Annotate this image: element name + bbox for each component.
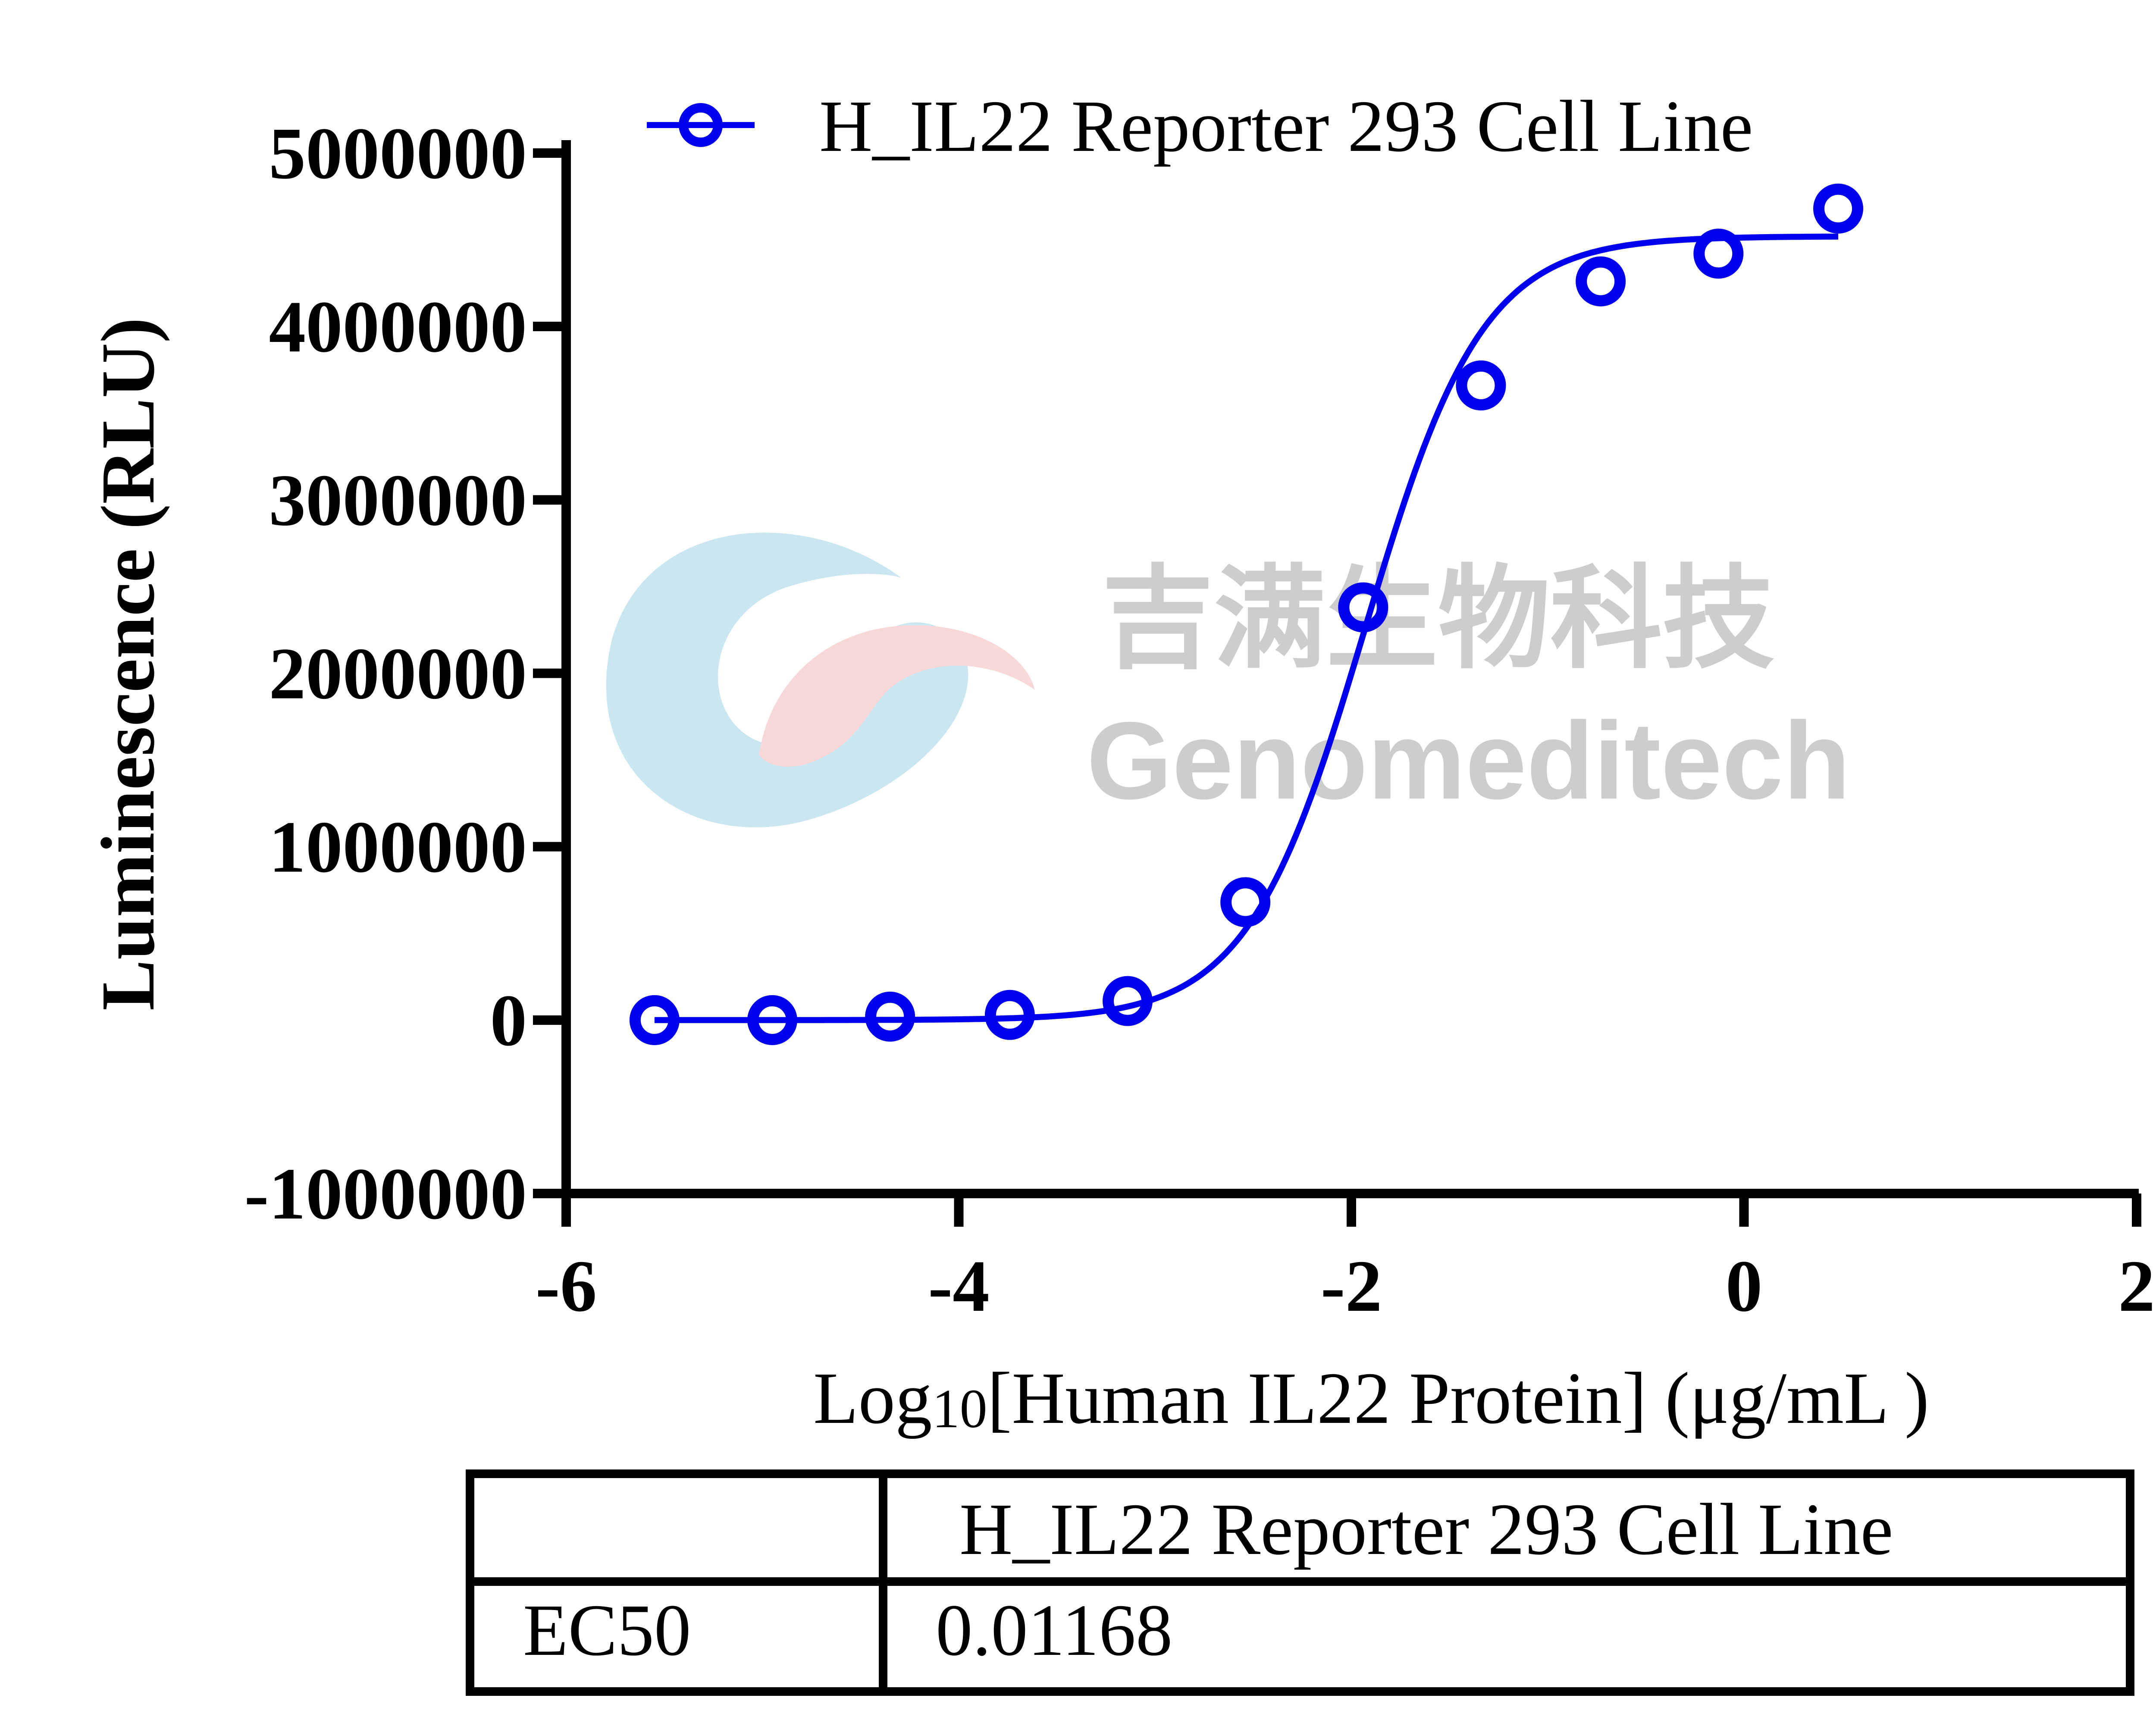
x-tick-label: -2 xyxy=(1321,1245,1382,1327)
data-point xyxy=(629,995,680,1045)
x-axis-label-subscript: 10 xyxy=(932,1378,987,1439)
data-point xyxy=(747,995,798,1045)
x-axis-label-rest: [Human IL22 Protein] (μg/mL ) xyxy=(987,1357,1929,1439)
data-point xyxy=(1338,582,1388,633)
x-tick-label: -4 xyxy=(928,1245,989,1327)
x-axis-label: Log10[Human IL22 Protein] (μg/mL ) xyxy=(813,1357,1929,1439)
x-axis-label-main: Log xyxy=(813,1357,932,1439)
y-tick-label: 0 xyxy=(490,980,527,1061)
y-tick-label: 4000000 xyxy=(269,286,527,367)
data-point xyxy=(1576,256,1626,307)
x-tick-label: 2 xyxy=(2118,1245,2155,1327)
table-row-label: EC50 xyxy=(523,1589,691,1671)
watermark-logo-icon xyxy=(606,533,1035,827)
data-point xyxy=(984,990,1035,1040)
table-header-cell: H_IL22 Reporter 293 Cell Line xyxy=(959,1488,1893,1570)
y-tick-label: 3000000 xyxy=(269,459,527,541)
x-tick-label: -6 xyxy=(536,1245,597,1327)
legend-marker-icon xyxy=(679,103,723,147)
data-point xyxy=(1220,877,1271,927)
y-tick-label: 1000000 xyxy=(269,806,527,888)
data-points xyxy=(629,183,1864,1045)
x-ticks: -6 -4 -2 0 2 xyxy=(536,1194,2155,1327)
y-tick-label: 5000000 xyxy=(269,113,527,194)
x-tick-label: 0 xyxy=(1726,1245,1763,1327)
data-point xyxy=(1813,183,1864,234)
data-point xyxy=(1693,229,1744,279)
watermark: 吉满生物科技 Genomeditech xyxy=(606,533,1850,827)
legend: H_IL22 Reporter 293 Cell Line xyxy=(647,85,1753,167)
data-point xyxy=(865,991,915,1042)
y-axis-label: Luminescence (RLU) xyxy=(86,317,170,1011)
data-point xyxy=(1456,360,1506,410)
watermark-brand-cn: 吉满生物科技 xyxy=(1102,554,1774,684)
data-point xyxy=(1103,976,1153,1026)
y-tick-label: -1000000 xyxy=(244,1153,527,1234)
results-table: H_IL22 Reporter 293 Cell Line EC50 0.011… xyxy=(466,1469,2134,1696)
watermark-brand-en: Genomeditech xyxy=(1087,699,1850,822)
fit-curve xyxy=(654,233,1839,1023)
table-ec50-value: 0.01168 xyxy=(936,1589,1172,1671)
legend-label: H_IL22 Reporter 293 Cell Line xyxy=(819,85,1753,167)
y-ticks: -1000000 0 1000000 2000000 3000000 4000000 500… xyxy=(244,113,566,1234)
y-tick-label: 2000000 xyxy=(269,633,527,714)
